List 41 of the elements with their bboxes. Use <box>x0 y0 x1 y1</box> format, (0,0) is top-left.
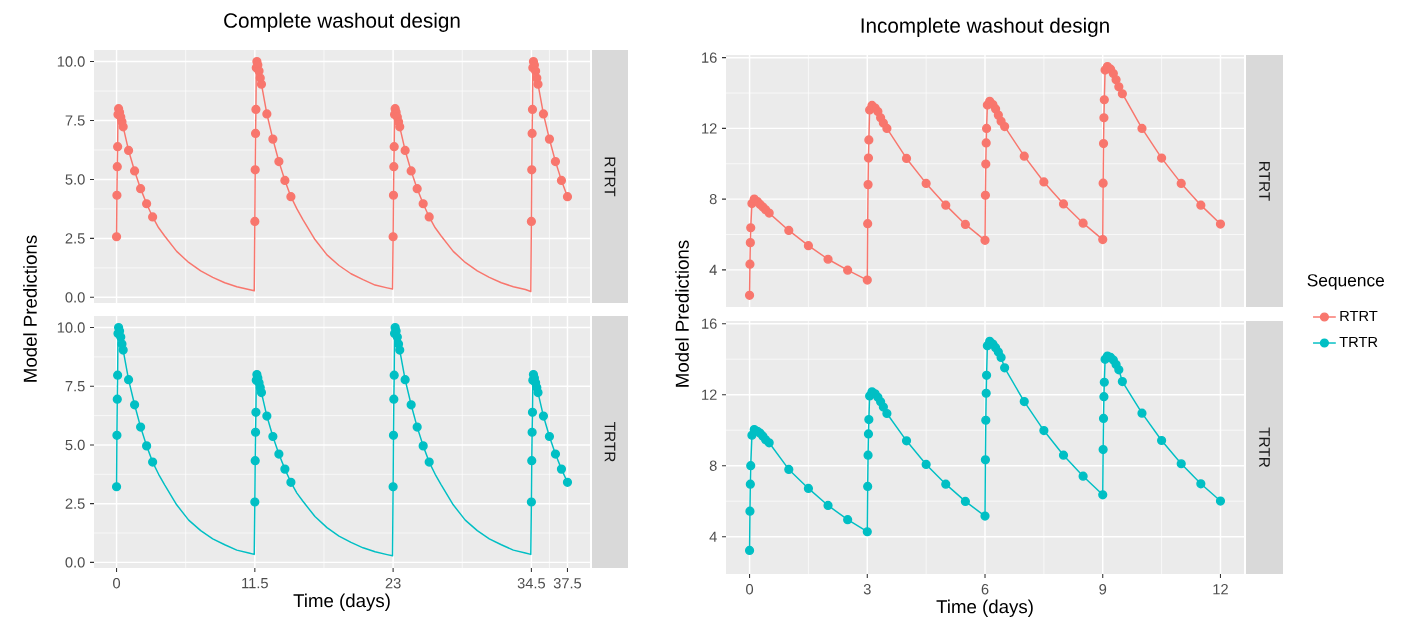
y-tick-label: 8 <box>709 193 717 205</box>
text: RTRT <box>1259 162 1270 201</box>
y-tick-label: 16 <box>702 318 717 329</box>
x-tick-label: 0 <box>746 584 754 595</box>
x-tick-label: 23 <box>385 578 401 589</box>
x-tick-label: 11.5 <box>242 578 268 589</box>
y-tick-label: 2.5 <box>65 498 85 509</box>
y-tick-label: 4 <box>709 264 717 275</box>
x-tick-label: 12 <box>1213 584 1228 595</box>
y-tick-label: 10.0 <box>57 56 85 67</box>
y-tick-label: 8 <box>709 460 717 471</box>
y-tick-label: 0.0 <box>65 557 85 568</box>
legend-title: Sequence <box>1307 274 1384 290</box>
y-axis-title: Model Predictions <box>23 235 37 382</box>
x-tick-label: 0 <box>113 578 121 589</box>
y-tick-label: 7.5 <box>65 115 85 126</box>
text: TRTR <box>1259 427 1270 468</box>
y-tick-label: 12 <box>702 123 717 134</box>
x-tick-label: 6 <box>981 584 989 595</box>
x-tick-label: 34.5 <box>517 578 546 589</box>
legend-label: TRTR <box>1339 336 1378 348</box>
y-tick-label: 10.0 <box>57 322 85 333</box>
y-tick-label: 7.5 <box>65 381 85 392</box>
y-tick-label: 0.0 <box>65 292 85 303</box>
x-tick-label: 9 <box>1099 584 1107 595</box>
y-tick-label: 4 <box>709 531 717 542</box>
x-tick-label: 37.5 <box>553 578 582 589</box>
text: TRTR <box>604 422 616 462</box>
text: RTRT <box>604 157 616 197</box>
y-tick-label: 2.5 <box>65 233 85 244</box>
y-tick-label: 16 <box>702 52 717 63</box>
y-tick-label: 5.0 <box>65 439 85 451</box>
chart-title: Incomplete washout design <box>861 17 1109 37</box>
x-tick-label: 3 <box>863 584 871 595</box>
x-axis-title: Time (days) <box>936 599 1033 617</box>
y-tick-label: 12 <box>702 389 717 400</box>
chart-title: Complete washout design <box>224 12 460 32</box>
x-axis-title: Time (days) <box>293 593 390 611</box>
y-axis-title: Model Predictions <box>675 240 689 387</box>
legend-label: RTRT <box>1340 310 1378 322</box>
y-tick-label: 5.0 <box>65 174 85 185</box>
